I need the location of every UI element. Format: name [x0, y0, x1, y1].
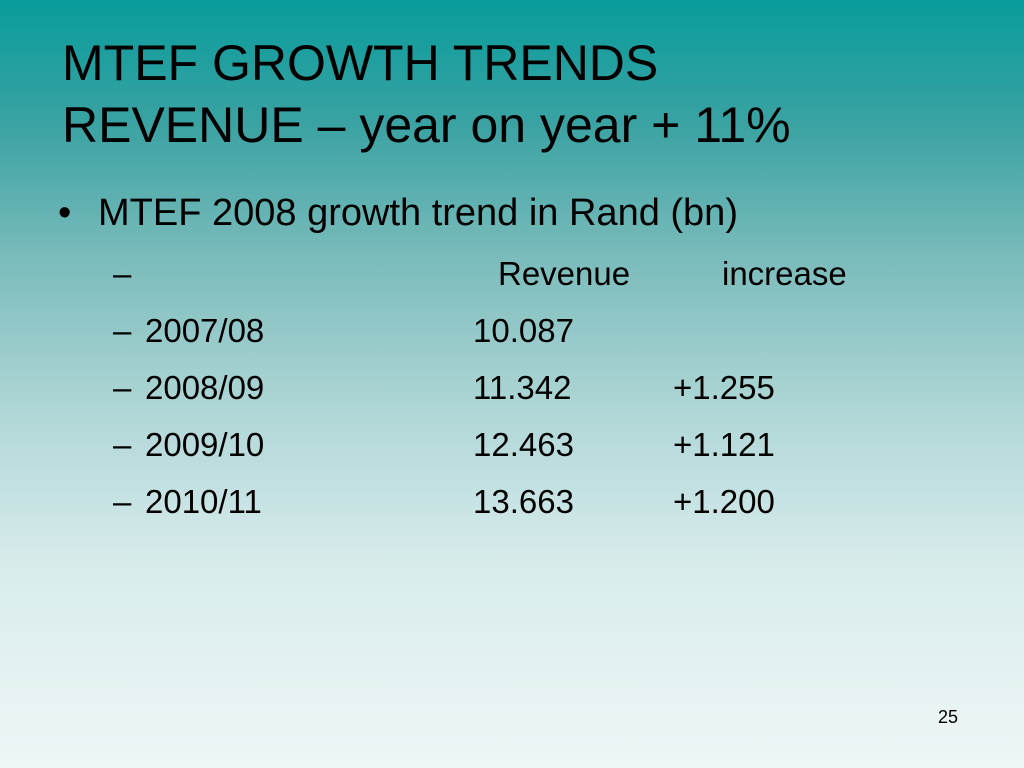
bullet-symbol: • [58, 192, 72, 234]
row-increase: +1.200 [673, 483, 775, 520]
row-revenue: 11.342 [473, 369, 572, 406]
row-revenue: 10.087 [473, 312, 574, 349]
row-revenue: 13.663 [473, 483, 574, 520]
table-row: – 2009/10 12.463 +1.121 [0, 423, 1024, 467]
bullet-text: MTEF 2008 growth trend in Rand (bn) [98, 192, 738, 234]
row-increase: +1.121 [673, 426, 775, 463]
sub-bullet-dash: – [113, 426, 132, 463]
title-line-2: REVENUE – year on year + 11% [62, 97, 791, 153]
sub-bullet-dash: – [113, 312, 132, 349]
row-year: 2008/09 [145, 369, 265, 406]
row-revenue: 12.463 [473, 426, 574, 463]
table-row: – 2008/09 11.342 +1.255 [0, 366, 1024, 410]
table-row: – 2010/11 13.663 +1.200 [0, 480, 1024, 524]
header-revenue: Revenue [498, 255, 631, 292]
header-increase: increase [722, 255, 847, 292]
row-year: 2010/11 [145, 483, 262, 520]
sub-bullet-dash: – [113, 255, 132, 292]
row-year: 2009/10 [145, 426, 265, 463]
sub-bullet-dash: – [113, 483, 132, 520]
table-row: – 2007/08 10.087 [0, 309, 1024, 353]
title-line-1: MTEF GROWTH TRENDS [62, 35, 659, 91]
page-number: 25 [938, 707, 959, 727]
row-year: 2007/08 [145, 312, 265, 349]
row-increase: +1.255 [673, 369, 775, 406]
sub-bullet-dash: – [113, 369, 132, 406]
bullet-item: • MTEF 2008 growth trend in Rand (bn) [58, 190, 738, 236]
table-header-row: – Revenue increase [0, 252, 1024, 296]
slide-title: MTEF GROWTH TRENDS REVENUE – year on yea… [62, 32, 992, 156]
